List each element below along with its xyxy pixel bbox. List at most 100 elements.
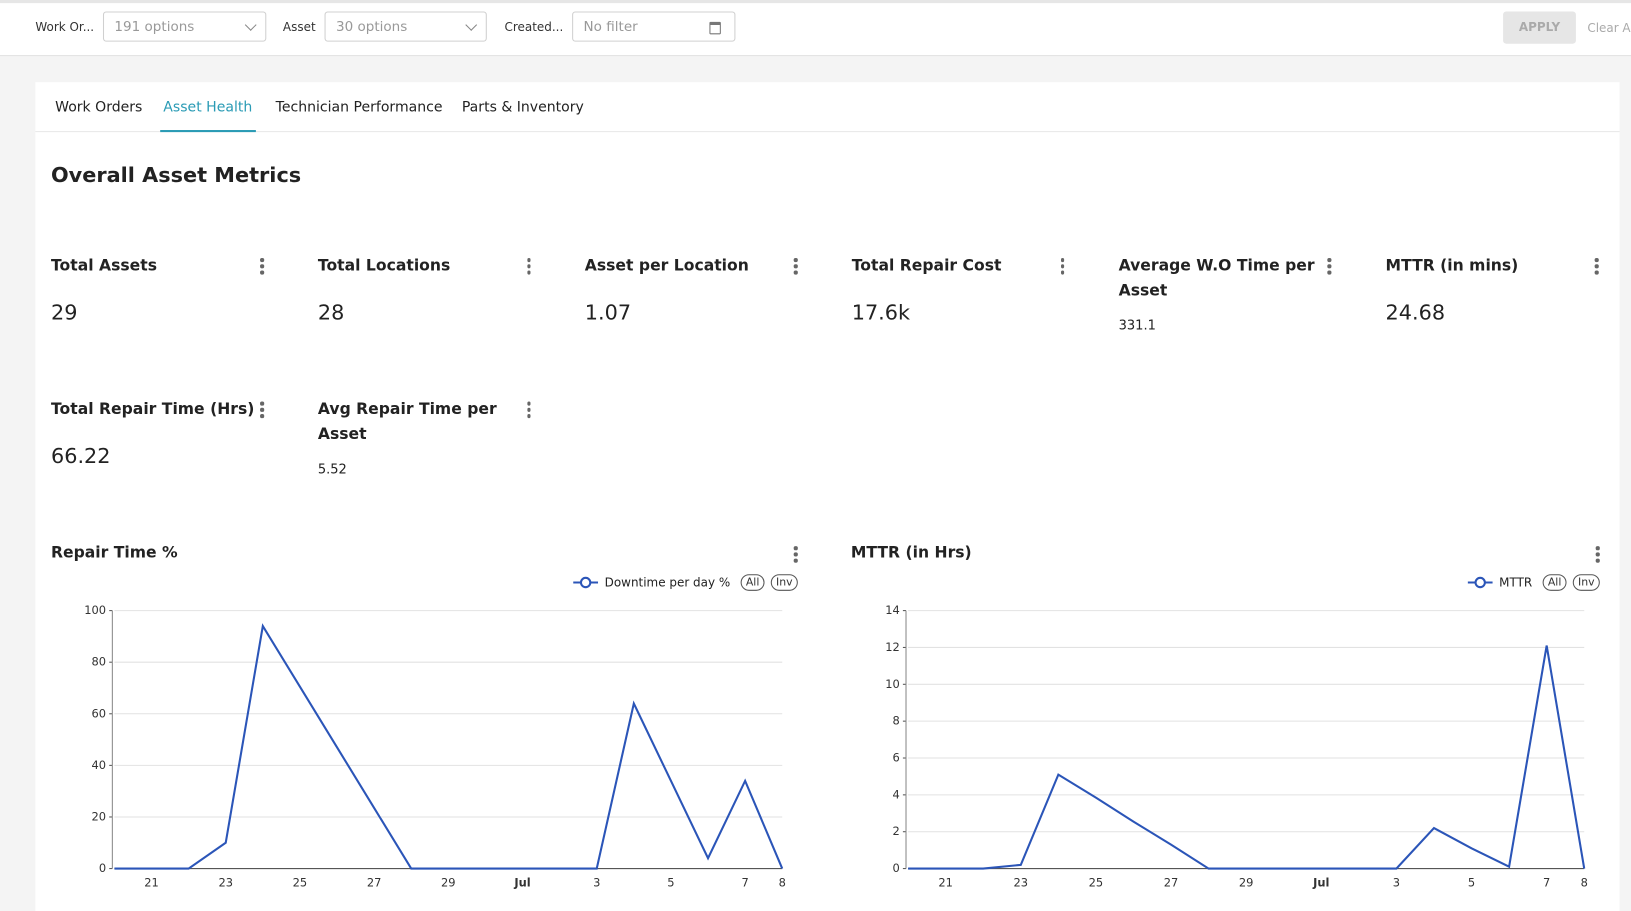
x-tick-label: 25 (1089, 876, 1104, 890)
filter-bar (0, 0, 1631, 57)
section-title: Overall Asset Metrics (50, 162, 302, 188)
x-tick-label: 7 (1543, 876, 1550, 890)
legend-button[interactable]: Inv (770, 574, 798, 591)
x-tick-label: 8 (1581, 876, 1588, 890)
filter-select[interactable]: 30 options (324, 11, 487, 42)
more-menu[interactable] (1594, 257, 1599, 277)
apply-button[interactable]: APPLY (1503, 11, 1576, 44)
filter-label: Asset (282, 19, 316, 35)
tab-divider (35, 131, 1620, 133)
more-menu[interactable] (793, 257, 798, 277)
legend-button[interactable]: All (1542, 574, 1567, 591)
tab[interactable]: Technician Performance (275, 98, 443, 116)
metric-label: Total Repair Cost (851, 255, 1002, 275)
filter-select[interactable]: 191 options (102, 11, 267, 42)
series-line (114, 623, 784, 870)
y-tick-label: 0 (99, 861, 106, 875)
y-tick-label: 2 (892, 824, 899, 838)
x-tick-label: 25 (293, 876, 308, 890)
tab-indicator (160, 130, 256, 133)
metric-value: 5.52 (317, 460, 347, 477)
tab[interactable]: Parts & Inventory (461, 98, 584, 116)
y-tick-label: 40 (92, 758, 107, 772)
x-tick-label: 29 (1239, 876, 1254, 890)
filter-label: Created... (504, 19, 564, 35)
y-tick-label: 6 (892, 751, 899, 765)
more-menu[interactable] (1327, 257, 1332, 277)
x-tick-label: 27 (1164, 876, 1179, 890)
chart-title: MTTR (in Hrs) (850, 542, 972, 562)
more-menu[interactable] (1060, 257, 1065, 277)
tab[interactable]: Asset Health (163, 98, 253, 116)
metric-value: 66.22 (50, 443, 111, 469)
placeholder: 30 options (335, 19, 408, 36)
x-tick-label: 7 (741, 876, 748, 890)
legend: MTTR All Inv (1467, 574, 1600, 591)
legend-label[interactable]: Downtime per day % (604, 575, 731, 590)
dashboard-card (35, 82, 1620, 911)
x-tick-label: 23 (1014, 876, 1029, 890)
more-menu[interactable] (1595, 546, 1600, 565)
metric-value: 29 (50, 299, 78, 325)
more-menu[interactable] (260, 257, 264, 277)
x-tick-label: 23 (218, 876, 233, 890)
legend-icon (573, 576, 599, 589)
clear-button[interactable]: Clear All (1587, 20, 1631, 36)
metric-value: 24.68 (1385, 299, 1446, 325)
x-tick-label: 8 (779, 876, 786, 890)
metric-value: 331.1 (1118, 317, 1156, 333)
metric-value: 17.6k (851, 299, 911, 325)
metric-label: Total Repair Time (Hrs) (50, 399, 255, 419)
y-tick-label: 8 (892, 714, 899, 728)
metric-label: Asset per Location (584, 255, 749, 275)
more-menu[interactable] (526, 257, 531, 277)
metric-label: Average W.O Time per Asset (1118, 255, 1315, 300)
legend-icon (1467, 576, 1493, 589)
metric-label: Total Assets (50, 255, 158, 275)
placeholder: No filter (583, 19, 638, 36)
x-tick-label: 27 (367, 876, 382, 890)
series-line (908, 645, 1586, 870)
metric-value: 28 (317, 299, 345, 325)
tab[interactable]: Work Orders (55, 98, 143, 116)
metric-value: 1.07 (584, 299, 632, 325)
legend-button[interactable]: All (740, 574, 765, 591)
filter-label: Work Or... (35, 19, 95, 35)
x-tick-label: Jul (1312, 876, 1329, 890)
x-tick-label: Jul (513, 876, 530, 890)
x-tick-label: 3 (593, 876, 600, 890)
y-tick-label: 14 (885, 603, 900, 617)
x-tick-label: 29 (441, 876, 456, 890)
more-menu[interactable] (260, 401, 264, 421)
y-tick-label: 60 (92, 706, 107, 720)
x-tick-label: 3 (1393, 876, 1400, 890)
metric-label: MTTR (in mins) (1385, 255, 1519, 275)
legend-button[interactable]: Inv (1572, 574, 1600, 591)
icon (709, 21, 721, 35)
more-menu[interactable] (526, 401, 531, 421)
y-tick-label: 12 (885, 640, 900, 654)
metric-label: Total Locations (317, 255, 451, 275)
more-menu[interactable] (793, 546, 798, 565)
metric-label: Avg Repair Time per Asset (317, 399, 497, 444)
y-tick-label: 20 (92, 809, 107, 823)
x-tick-label: 5 (667, 876, 674, 890)
filter-select[interactable]: No filter (572, 11, 736, 42)
x-tick-label: 21 (144, 876, 159, 890)
x-tick-label: 5 (1468, 876, 1475, 890)
legend-label[interactable]: MTTR (1499, 575, 1533, 590)
placeholder: 191 options (114, 19, 195, 36)
y-tick-label: 0 (892, 861, 899, 875)
chart-title: Repair Time % (50, 542, 178, 562)
y-tick-label: 80 (92, 655, 107, 669)
icon (465, 19, 478, 31)
legend: Downtime per day % All Inv (573, 574, 798, 591)
y-tick-label: 100 (84, 603, 106, 617)
icon (244, 19, 257, 31)
y-tick-label: 10 (885, 677, 900, 691)
y-tick-label: 4 (892, 787, 899, 801)
x-tick-label: 21 (938, 876, 953, 890)
